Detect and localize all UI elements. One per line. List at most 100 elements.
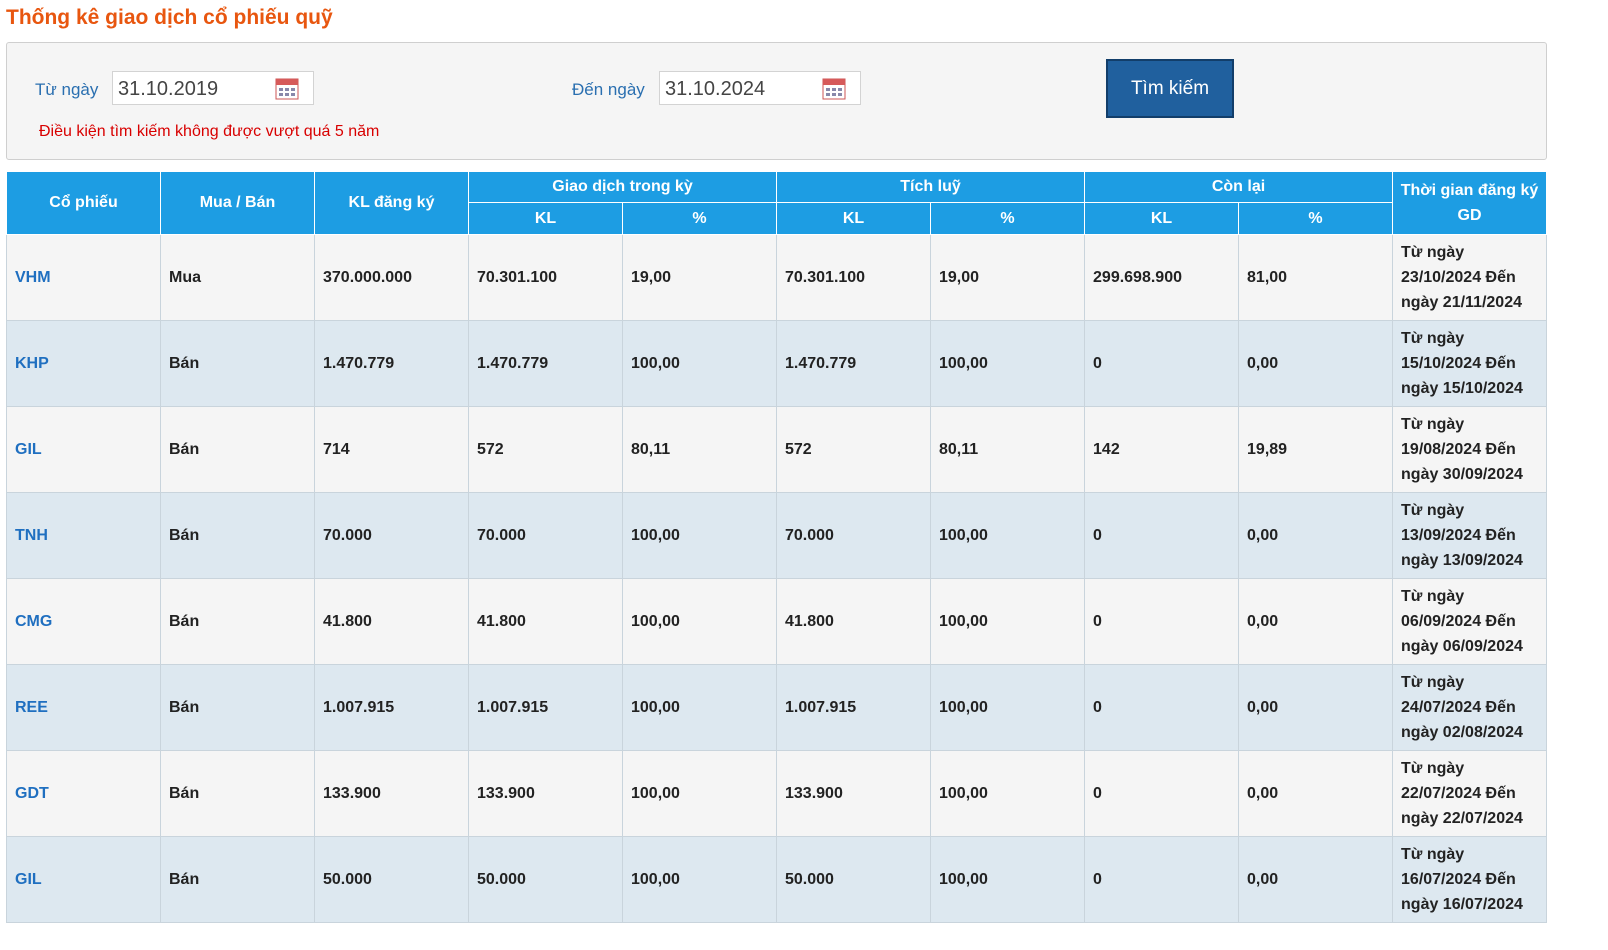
table-cell: 1.007.915 — [468, 664, 623, 751]
to-value: 31.10.2024 — [665, 78, 766, 100]
table-cell: Bán — [160, 664, 315, 751]
table-cell: 0,00 — [1238, 750, 1394, 837]
calendar-icon[interactable] — [275, 78, 299, 100]
table-cell: 19,89 — [1238, 406, 1394, 493]
table-row: TNH Bán 70.000 70.000 100,00 70.000 100,00 0 0,0… — [6, 492, 1548, 579]
table-cell: Từ ngày 23/10/2024 Đến ngày 21/11/2024 — [1392, 234, 1548, 321]
table-cell: 50.000 — [468, 836, 623, 923]
table-cell: Bán — [160, 750, 315, 837]
page-title: Thống kê giao dịch cổ phiếu quỹ — [6, 6, 333, 29]
table-cell: 0 — [1084, 320, 1240, 407]
table-cell: 70.000 — [468, 492, 623, 579]
header-cell: Cổ phiếu — [6, 171, 161, 235]
table-cell: 100,00 — [929, 578, 1086, 665]
table-row: REE Bán 1.007.915 1.007.915 100,00 1.007.915 1… — [6, 664, 1548, 751]
table-cell: 0 — [1084, 664, 1240, 751]
table-row: KHP Bán 1.470.779 1.470.779 100,00 1.470.779 1… — [6, 320, 1548, 407]
table-cell: 1.470.779 — [776, 320, 931, 407]
table-cell: 1.007.915 — [314, 664, 469, 751]
table-cell: 370.000.000 — [314, 234, 469, 321]
header-cell: % — [1238, 202, 1394, 235]
table-cell: 0 — [1084, 836, 1240, 923]
header-cell: Mua / Bán — [160, 171, 315, 235]
table-cell: 0,00 — [1238, 578, 1394, 665]
table-cell: 0,00 — [1238, 836, 1394, 923]
header-cell: KL đăng ký — [314, 171, 469, 235]
table-cell: 133.900 — [314, 750, 469, 837]
table-row: GDT Bán 133.900 133.900 100,00 133.900 100,00 0… — [6, 750, 1548, 837]
ticker-link[interactable]: VHM — [6, 234, 161, 321]
table-cell: 714 — [314, 406, 469, 493]
table-cell: 1.007.915 — [776, 664, 931, 751]
table-cell: 0,00 — [1238, 320, 1394, 407]
table-cell: 19,00 — [622, 234, 777, 321]
table-cell: Từ ngày 15/10/2024 Đến ngày 15/10/2024 — [1392, 320, 1548, 407]
table-cell: 50.000 — [314, 836, 469, 923]
table-cell: Từ ngày 16/07/2024 Đến ngày 16/07/2024 — [1392, 836, 1548, 923]
table-cell: 80,11 — [929, 406, 1086, 493]
table-cell: Bán — [160, 578, 315, 665]
ticker-link[interactable]: GDT — [6, 750, 161, 837]
table-row: GIL Bán 50.000 50.000 100,00 50.000 100,00 0 0,0… — [6, 836, 1548, 923]
ticker-link[interactable]: KHP — [6, 320, 161, 407]
table-cell: 299.698.900 — [1084, 234, 1240, 321]
table-cell: Mua — [160, 234, 315, 321]
table-cell: 100,00 — [929, 492, 1086, 579]
table-cell: 70.000 — [776, 492, 931, 579]
header-cell: % — [622, 202, 777, 235]
ticker-link[interactable]: GIL — [6, 406, 161, 493]
table-cell: 1.470.779 — [468, 320, 623, 407]
ticker-link[interactable]: CMG — [6, 578, 161, 665]
table-cell: Bán — [160, 320, 315, 407]
table-cell: Từ ngày 13/09/2024 Đến ngày 13/09/2024 — [1392, 492, 1548, 579]
header-cell: KL — [1084, 202, 1240, 235]
header-cell: Tích luỹ — [775, 171, 1086, 203]
table-body: VHM Mua 370.000.000 70.301.100 19,00 70.301.1… — [6, 234, 1548, 923]
table-row: GIL Bán 714 572 80,11 572 80,11 142 19,89 Từ ngày… — [6, 406, 1548, 493]
table-cell: 142 — [1084, 406, 1240, 493]
table-cell: 70.301.100 — [776, 234, 931, 321]
table-cell: 100,00 — [929, 836, 1086, 923]
table-cell: 100,00 — [929, 664, 1086, 751]
table-cell: 100,00 — [622, 750, 777, 837]
ticker-link[interactable]: TNH — [6, 492, 161, 579]
table-cell: 41.800 — [468, 578, 623, 665]
table-cell: 133.900 — [468, 750, 623, 837]
table-cell: Bán — [160, 836, 315, 923]
table-cell: 100,00 — [622, 578, 777, 665]
table-cell: 100,00 — [622, 664, 777, 751]
table-cell: 70.301.100 — [468, 234, 623, 321]
calendar-icon[interactable] — [822, 78, 846, 100]
from-label: Từ ngày — [35, 80, 99, 99]
table-cell: 572 — [468, 406, 623, 493]
table-cell: Từ ngày 06/09/2024 Đến ngày 06/09/2024 — [1392, 578, 1548, 665]
ticker-link[interactable]: GIL — [6, 836, 161, 923]
data-table: Cổ phiếu Mua / Bán KL đăng ký Giao dịch … — [6, 171, 1548, 923]
table-cell: 100,00 — [929, 320, 1086, 407]
to-input[interactable]: 31.10.2024 — [659, 71, 861, 105]
table-cell: 572 — [776, 406, 931, 493]
warning: Điều kiện tìm kiếm không được vượt quá 5… — [39, 123, 380, 140]
table-cell: 0 — [1084, 750, 1240, 837]
table-cell: 0,00 — [1238, 664, 1394, 751]
ticker-link[interactable]: REE — [6, 664, 161, 751]
from-value: 31.10.2019 — [118, 78, 219, 100]
table-cell: 0 — [1084, 492, 1240, 579]
table-cell: 19,00 — [929, 234, 1086, 321]
search-button[interactable]: Tìm kiếm — [1106, 59, 1234, 118]
table-cell: 100,00 — [622, 492, 777, 579]
header-cell: KL — [776, 202, 931, 235]
table-cell: Từ ngày 19/08/2024 Đến ngày 30/09/2024 — [1392, 406, 1548, 493]
search-box: Từ ngày 31.10.2019 Đến ngày 31.10.2024 T… — [6, 42, 1547, 160]
table-cell: 50.000 — [776, 836, 931, 923]
from-input[interactable]: 31.10.2019 — [112, 71, 314, 105]
table-cell: 70.000 — [314, 492, 469, 579]
table-cell: 133.900 — [776, 750, 931, 837]
table-cell: Bán — [160, 492, 315, 579]
table-cell: Bán — [160, 406, 315, 493]
table-cell: 41.800 — [776, 578, 931, 665]
table-cell: Từ ngày 24/07/2024 Đến ngày 02/08/2024 — [1392, 664, 1548, 751]
header-cell: KL — [468, 202, 623, 235]
table-row: VHM Mua 370.000.000 70.301.100 19,00 70.301.1… — [6, 234, 1548, 321]
